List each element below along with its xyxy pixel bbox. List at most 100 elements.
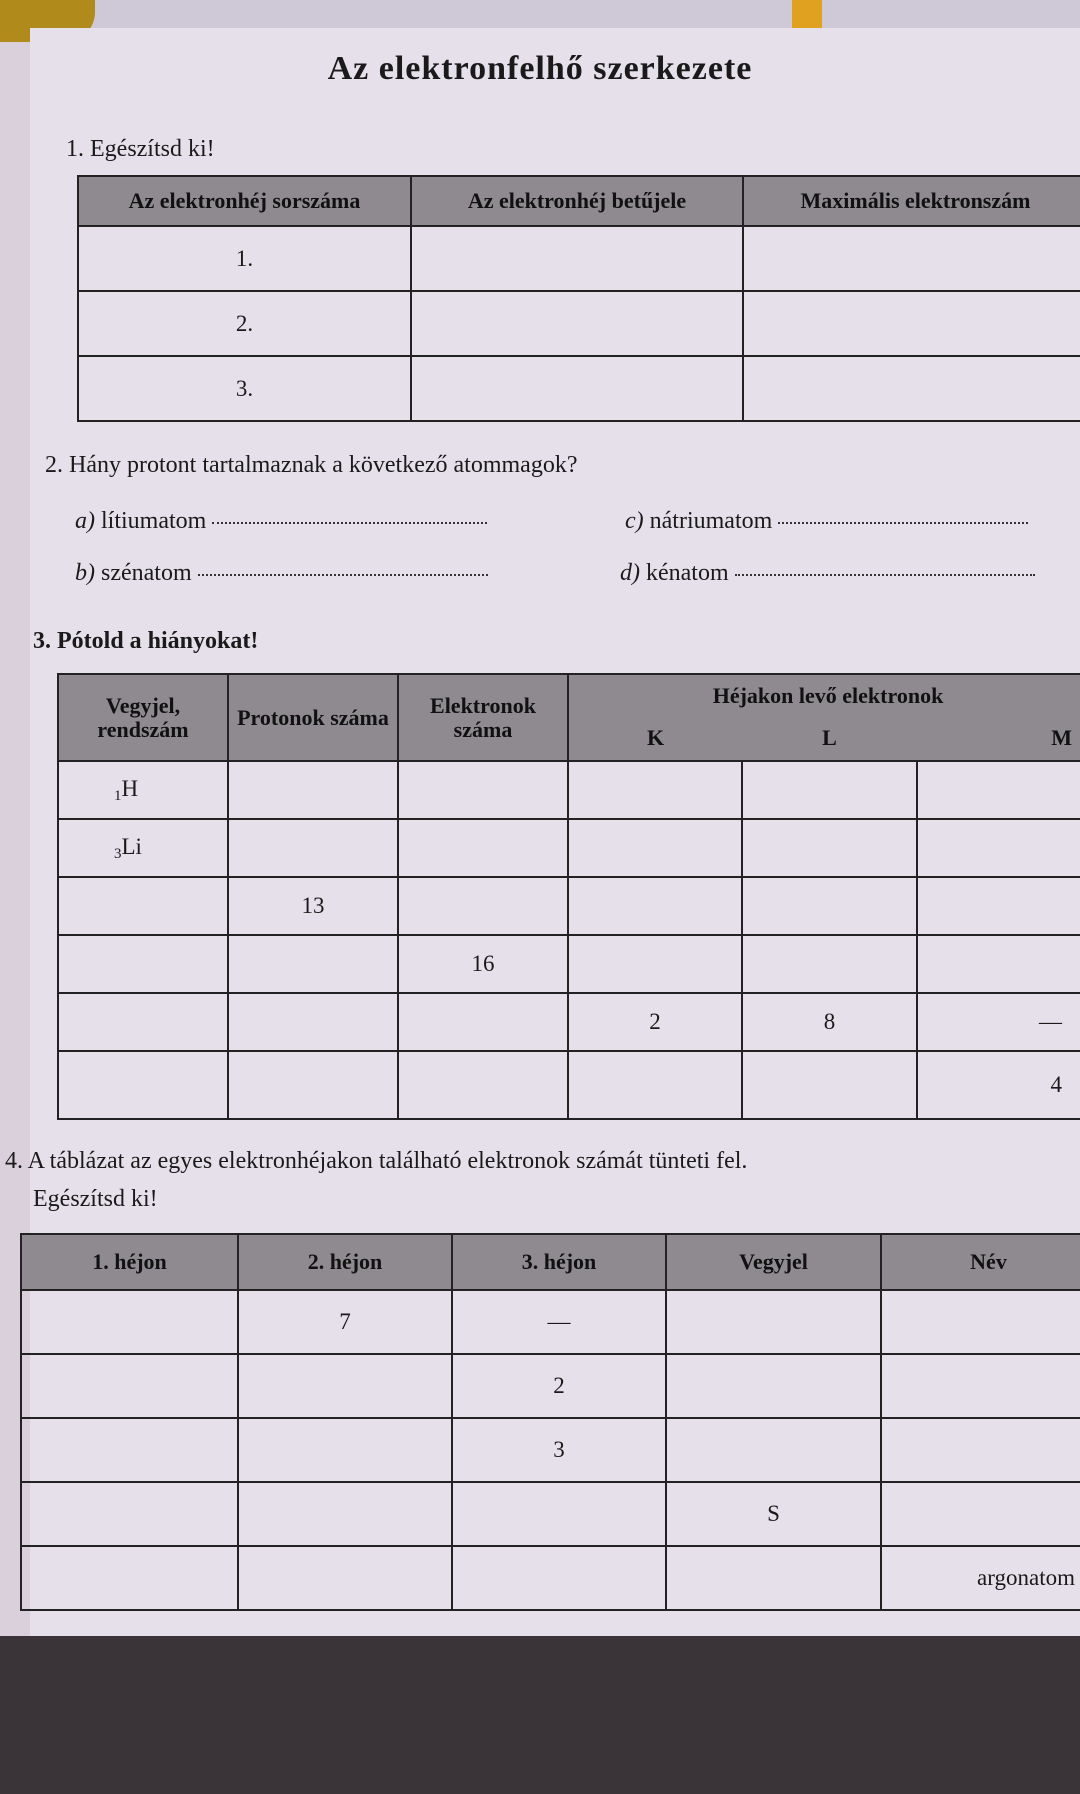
header: Elektronok száma bbox=[397, 673, 569, 762]
header: K bbox=[567, 716, 742, 762]
given-value-cell: 4 bbox=[915, 1050, 1080, 1120]
answer-cell[interactable] bbox=[880, 1289, 1080, 1355]
answer-cell[interactable] bbox=[741, 1050, 918, 1120]
answer-line[interactable] bbox=[734, 573, 1035, 576]
answer-cell[interactable] bbox=[227, 760, 399, 820]
table-row: 2 8— bbox=[57, 992, 1080, 1052]
table-row: 7— bbox=[20, 1289, 1080, 1355]
table-row: 4 bbox=[57, 1050, 1080, 1120]
item-letter: d) bbox=[620, 560, 640, 586]
answer-cell[interactable] bbox=[451, 1481, 667, 1547]
answer-cell[interactable] bbox=[567, 1050, 743, 1120]
answer-cell[interactable] bbox=[20, 1417, 239, 1483]
answer-cell[interactable] bbox=[227, 818, 399, 878]
header: Protonok száma bbox=[227, 673, 399, 762]
answer-cell[interactable] bbox=[915, 818, 1080, 878]
symbol-cell: 1H bbox=[57, 760, 229, 820]
answer-line[interactable] bbox=[212, 521, 488, 524]
answer-cell[interactable] bbox=[567, 818, 743, 878]
answer-cell[interactable] bbox=[742, 290, 1080, 357]
given-value-cell: S bbox=[665, 1481, 882, 1547]
answer-cell[interactable] bbox=[237, 1417, 453, 1483]
cell: 3. bbox=[77, 355, 412, 422]
answer-cell[interactable] bbox=[915, 934, 1080, 994]
given-value-cell: 2 bbox=[567, 992, 743, 1052]
pencil bbox=[792, 0, 822, 28]
task1-table: Az elektronhéj sorszáma Az elektronhéj be… bbox=[77, 175, 1080, 422]
table-row: 16 bbox=[57, 934, 1080, 994]
answer-cell[interactable] bbox=[880, 1353, 1080, 1419]
item-letter: b) bbox=[75, 560, 95, 586]
answer-cell[interactable] bbox=[410, 290, 744, 357]
answer-cell[interactable] bbox=[227, 1050, 399, 1120]
answer-cell[interactable] bbox=[741, 876, 918, 936]
header: 2. héjon bbox=[237, 1233, 453, 1291]
answer-cell[interactable] bbox=[880, 1481, 1080, 1547]
atomic-number: 3 bbox=[114, 845, 122, 862]
given-value-cell: 3 bbox=[451, 1417, 667, 1483]
answer-cell[interactable] bbox=[397, 876, 569, 936]
answer-cell[interactable] bbox=[741, 760, 918, 820]
answer-cell[interactable] bbox=[227, 992, 399, 1052]
answer-cell[interactable] bbox=[880, 1417, 1080, 1483]
answer-cell[interactable] bbox=[567, 760, 743, 820]
given-value-cell: 16 bbox=[397, 934, 569, 994]
answer-cell[interactable] bbox=[451, 1545, 667, 1611]
answer-cell[interactable] bbox=[397, 1050, 569, 1120]
answer-cell[interactable] bbox=[665, 1545, 882, 1611]
answer-cell[interactable] bbox=[237, 1353, 453, 1419]
answer-cell[interactable] bbox=[410, 225, 744, 292]
given-value-cell: 7 bbox=[237, 1289, 453, 1355]
answer-cell[interactable] bbox=[397, 818, 569, 878]
answer-cell[interactable] bbox=[741, 818, 918, 878]
answer-cell[interactable] bbox=[410, 355, 744, 422]
task3-heading: 3. Pótold a hiányokat! bbox=[33, 628, 259, 654]
task4-subheading: Egészítsd ki! bbox=[33, 1186, 158, 1212]
header: M bbox=[917, 716, 1080, 762]
page-title: Az elektronfelhő szerkezete bbox=[327, 50, 753, 87]
symbol-cell[interactable] bbox=[57, 1050, 229, 1120]
answer-cell[interactable] bbox=[227, 934, 399, 994]
answer-cell[interactable] bbox=[20, 1545, 239, 1611]
answer-cell[interactable] bbox=[665, 1353, 882, 1419]
cell: 2. bbox=[77, 290, 412, 357]
answer-cell[interactable] bbox=[397, 760, 569, 820]
answer-cell[interactable] bbox=[397, 992, 569, 1052]
task4-table: 1. héjon 2. héjon 3. héjon Vegyjel Név 7—2 3 S… bbox=[20, 1233, 1080, 1611]
task2-item-d: d) kénatom bbox=[620, 560, 1035, 587]
symbol-cell[interactable] bbox=[57, 992, 229, 1052]
header: Név bbox=[880, 1233, 1080, 1291]
header: 3. héjon bbox=[451, 1233, 667, 1291]
answer-cell[interactable] bbox=[20, 1481, 239, 1547]
task2-heading: 2. Hány protont tartalmaznak a következő… bbox=[45, 452, 578, 478]
symbol-cell[interactable] bbox=[57, 876, 229, 936]
symbol-cell[interactable] bbox=[57, 934, 229, 994]
task4-heading: 4. A táblázat az egyes elektronhéjakon t… bbox=[5, 1148, 748, 1174]
answer-cell[interactable] bbox=[237, 1481, 453, 1547]
table-row: 2 bbox=[20, 1353, 1080, 1419]
task2-item-b: b) szénatom bbox=[75, 560, 488, 587]
given-value-cell: argonatom bbox=[880, 1545, 1080, 1611]
answer-cell[interactable] bbox=[665, 1417, 882, 1483]
item-letter: c) bbox=[625, 508, 644, 534]
answer-cell[interactable] bbox=[915, 876, 1080, 936]
table-row: S bbox=[20, 1481, 1080, 1547]
answer-cell[interactable] bbox=[20, 1353, 239, 1419]
answer-cell[interactable] bbox=[567, 934, 743, 994]
answer-cell[interactable] bbox=[742, 355, 1080, 422]
header: 1. héjon bbox=[20, 1233, 239, 1291]
header: Vegyjel bbox=[665, 1233, 882, 1291]
answer-cell[interactable] bbox=[915, 760, 1080, 820]
answer-cell[interactable] bbox=[741, 934, 918, 994]
answer-cell[interactable] bbox=[20, 1289, 239, 1355]
item-label: nátriumatom bbox=[649, 508, 773, 534]
element-symbol: Li bbox=[121, 833, 142, 859]
table-row: 1H bbox=[57, 760, 1080, 820]
answer-line[interactable] bbox=[197, 573, 488, 576]
answer-cell[interactable] bbox=[567, 876, 743, 936]
answer-cell[interactable] bbox=[742, 225, 1080, 292]
answer-cell[interactable] bbox=[665, 1289, 882, 1355]
answer-line[interactable] bbox=[778, 521, 1029, 524]
header: Vegyjel, rendszám bbox=[57, 673, 229, 762]
answer-cell[interactable] bbox=[237, 1545, 453, 1611]
